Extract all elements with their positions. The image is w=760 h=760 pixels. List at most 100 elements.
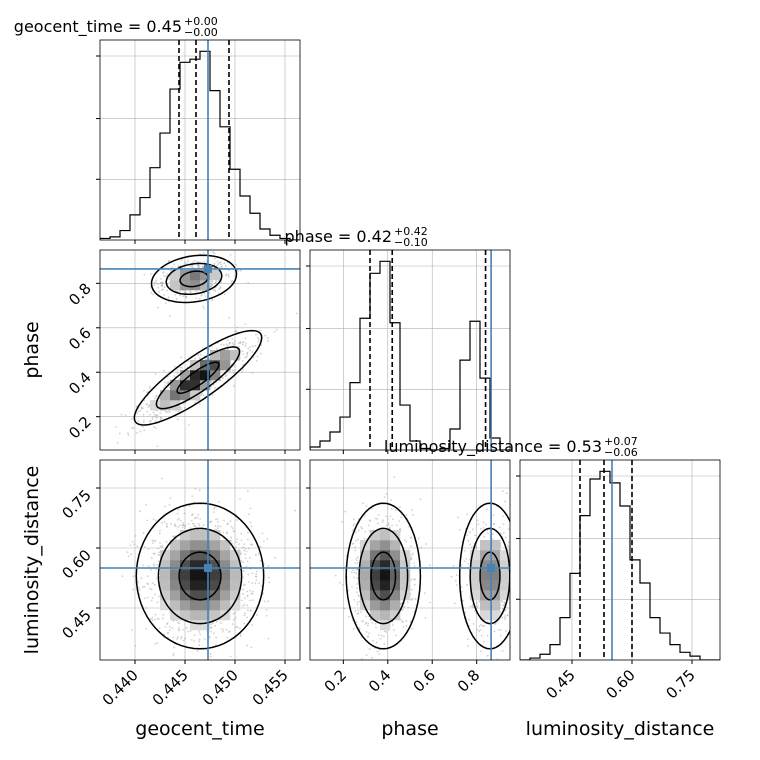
contour-phase__luminosity_distance-1-2 [458, 502, 510, 650]
scatter-point [156, 417, 158, 419]
panel-frame-phase [309, 249, 511, 451]
scatter-point [409, 620, 412, 623]
scatter-point [274, 556, 277, 559]
scatter-point [142, 413, 145, 416]
scatter-point [156, 601, 159, 603]
scatter-point [354, 610, 357, 612]
scatter-point [369, 519, 371, 522]
yaxis-label-0: phase [21, 321, 43, 378]
density-cell [180, 540, 191, 551]
density-cell [470, 570, 481, 581]
scatter-point [162, 288, 165, 291]
scatter-point [173, 263, 176, 266]
scatter-point [170, 666, 172, 668]
scatter-point [197, 264, 199, 267]
scatter-point [374, 517, 377, 520]
scatter-point [127, 434, 130, 436]
scatter-point [365, 621, 367, 624]
scatter-point [147, 406, 150, 409]
scatter-point [479, 527, 482, 530]
scatter-point [403, 538, 406, 541]
scatter-point [209, 520, 212, 523]
scatter-point [238, 627, 241, 630]
scatter-point [210, 623, 213, 626]
scatter-point [231, 341, 234, 344]
scatter-point [366, 636, 369, 638]
scatter-point [244, 612, 246, 615]
scatter-point [132, 588, 135, 591]
scatter-point [236, 625, 239, 628]
density-cell [180, 270, 191, 281]
scatter-point [182, 522, 185, 525]
scatter-point [246, 560, 249, 563]
scatter-point [193, 401, 196, 404]
scatter-point [182, 524, 185, 527]
contour-geocent_time__phase-0-2 [133, 329, 263, 426]
scatter-point [356, 601, 359, 603]
density-cell [180, 380, 191, 391]
scatter-point [224, 265, 227, 267]
scatter-point [201, 265, 204, 268]
scatter-point [480, 634, 483, 637]
scatter-point [405, 625, 408, 627]
scatter-point [179, 406, 182, 409]
density-cell [470, 550, 481, 561]
scatter-point [220, 265, 222, 268]
density-cell [380, 540, 391, 551]
scatter-point [176, 418, 179, 421]
scatter-point [225, 532, 228, 535]
scatter-point [143, 585, 146, 588]
scatter-point [265, 609, 268, 611]
scatter-point [341, 583, 344, 586]
scatter-point [211, 280, 214, 283]
scatter-point [247, 609, 249, 612]
scatter-point [228, 343, 231, 345]
scatter-point [263, 540, 265, 543]
scatter-point [209, 653, 212, 655]
scatter-point [204, 295, 207, 298]
scatter-point [460, 590, 463, 593]
scatter-point [168, 260, 170, 262]
scatter-point [136, 432, 138, 434]
scatter-point [241, 360, 244, 362]
scatter-point [183, 406, 186, 409]
scatter-point [187, 523, 190, 525]
scatter-point [354, 562, 357, 565]
scatter-point [129, 544, 132, 547]
scatter-point [251, 599, 254, 602]
scatter-point [478, 630, 481, 633]
scatter-point [166, 632, 169, 635]
scatter-point [160, 416, 162, 419]
scatter-point [511, 543, 513, 545]
scatter-point [505, 630, 507, 632]
scatter-point [219, 622, 222, 624]
scatter-point [171, 266, 173, 269]
density-cell [180, 570, 191, 581]
scatter-point [374, 622, 377, 625]
scatter-point [512, 613, 514, 615]
scatter-point [499, 629, 502, 632]
scatter-point [238, 543, 240, 545]
scatter-point [247, 581, 250, 583]
scatter-point [187, 360, 190, 363]
scatter-point [131, 540, 134, 543]
scatter-point [213, 288, 216, 291]
scatter-point [357, 556, 359, 559]
scatter-point [155, 568, 158, 571]
scatter-point [150, 557, 153, 559]
scatter-point [178, 517, 180, 520]
scatter-point [454, 579, 457, 582]
scatter-point [425, 543, 428, 545]
scatter-point [226, 344, 229, 347]
scatter-point [161, 288, 163, 291]
density-cell [470, 590, 481, 601]
scatter-point [184, 637, 186, 640]
scatter-point [452, 565, 455, 567]
scatter-point [517, 610, 519, 612]
scatter-point [236, 538, 239, 541]
density-cell [220, 590, 231, 601]
density-cell [200, 270, 211, 281]
scatter-point [167, 296, 170, 299]
scatter-point [390, 499, 393, 502]
scatter-point [131, 629, 134, 631]
